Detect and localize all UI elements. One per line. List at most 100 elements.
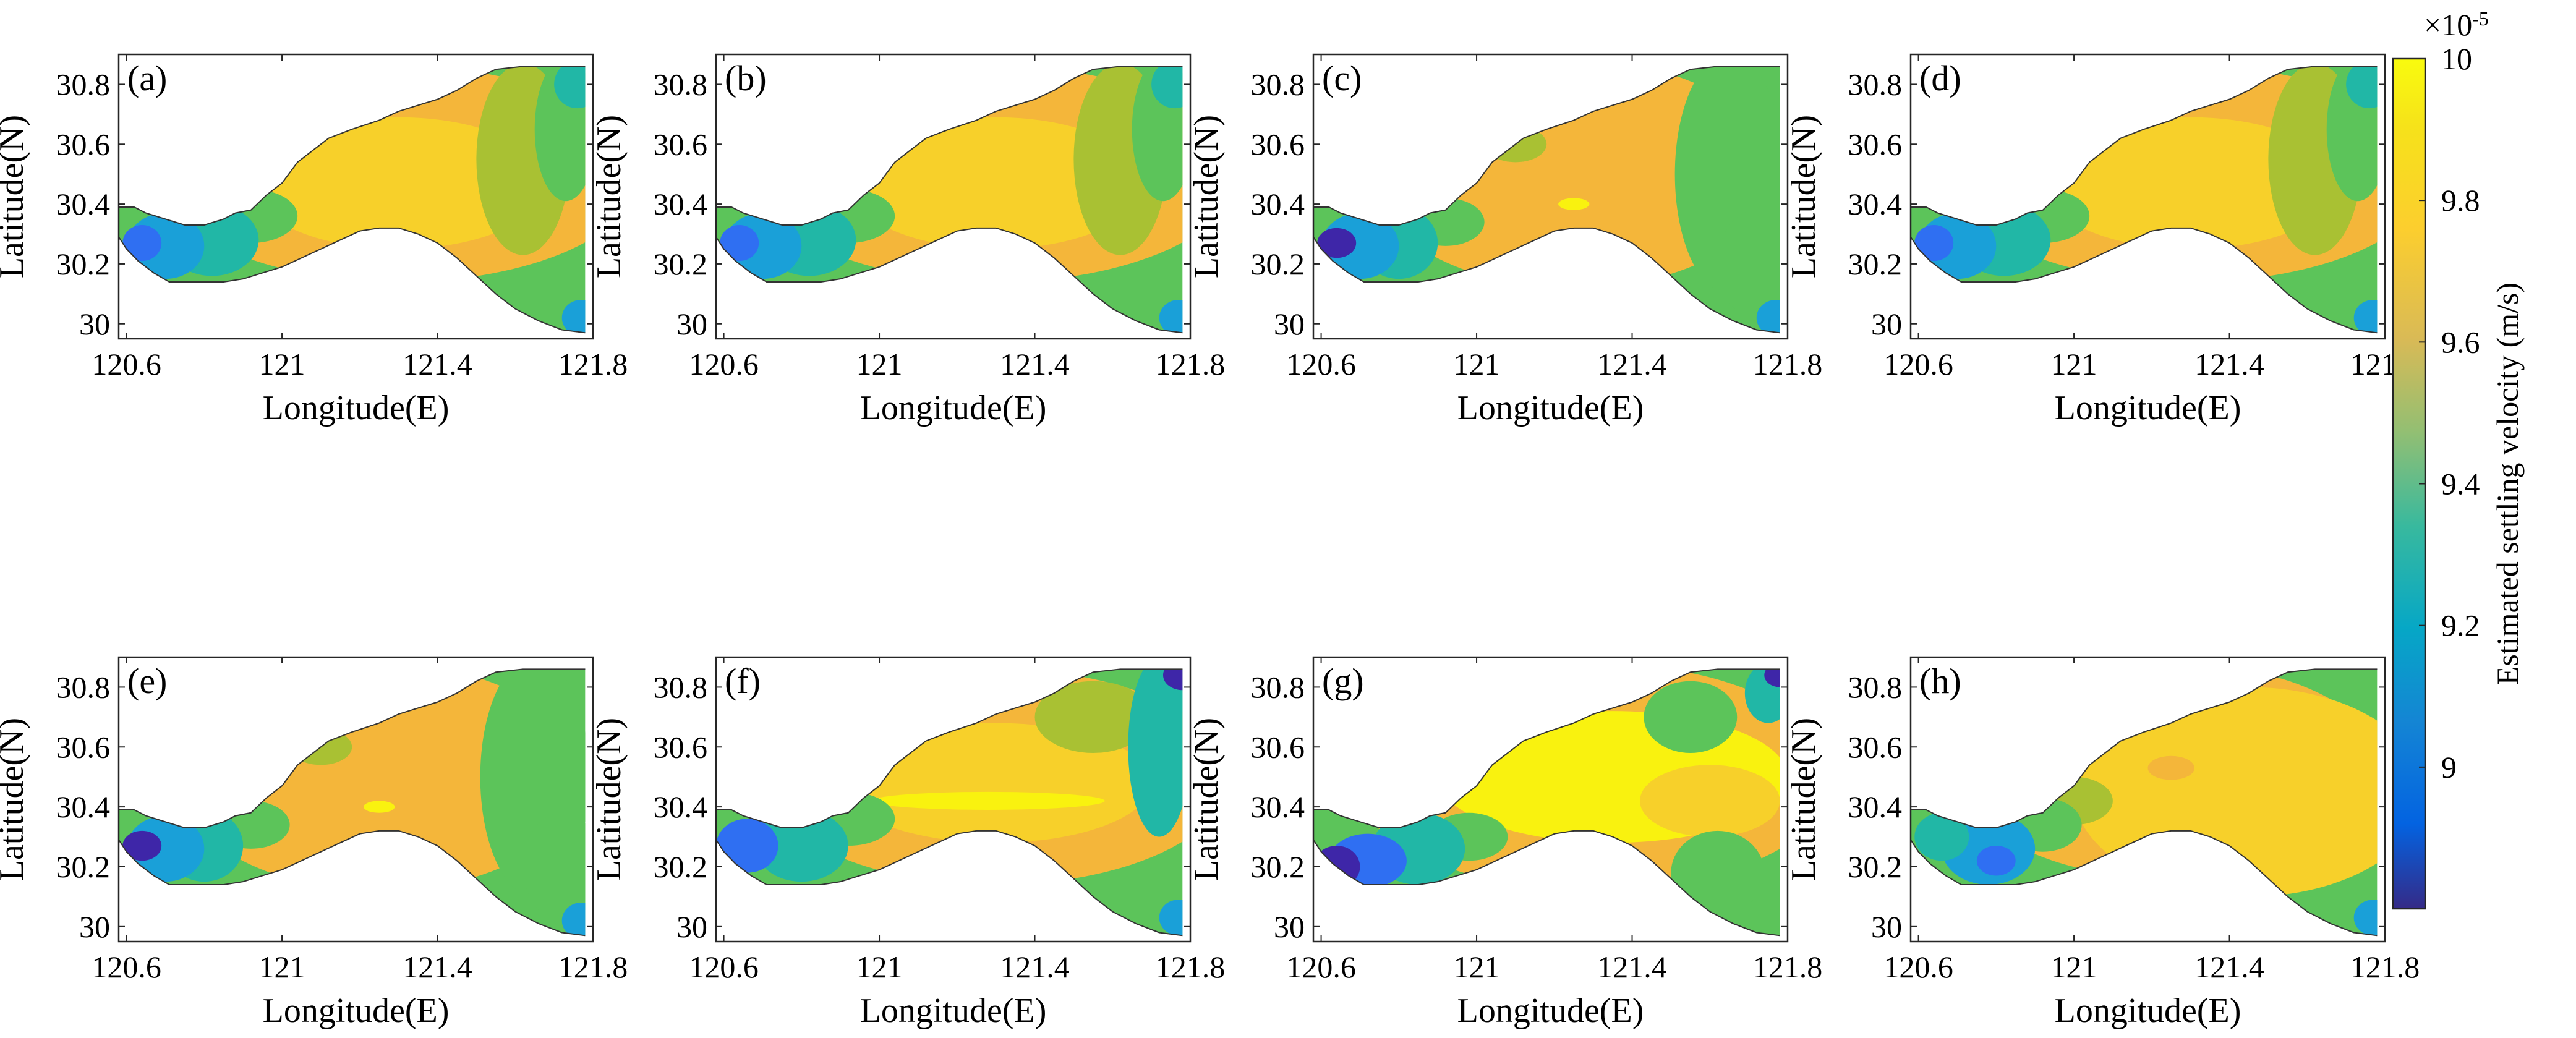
- y-tick-label: 30.6: [1848, 127, 1903, 161]
- x-axis-title: Longitude(E): [2055, 992, 2241, 1030]
- colorbar-exponent-power: -5: [2472, 7, 2489, 30]
- y-tick-label: 30.4: [56, 187, 111, 221]
- field-region: [1034, 681, 1152, 753]
- panel-h: 120.6 121 121.4 121.8 30 30.2 30.4 30.6 30.8 Long…: [1785, 656, 2420, 1030]
- axes-frame: [1312, 656, 1789, 943]
- x-tick-label: 120.6: [1883, 347, 1953, 381]
- y-tick-label: 30.8: [1251, 670, 1305, 704]
- coastline-south: [1313, 830, 1780, 937]
- panel-c: 120.6 121 121.4 121.8 30 30.2 30.4 30.6 30.8 Long…: [1187, 53, 1822, 427]
- colorbar-tick-label: 9.4: [2441, 467, 2480, 501]
- x-tick-label: 120.6: [689, 950, 759, 984]
- x-tick-label: 121.8: [558, 347, 628, 381]
- y-tick-label: 30: [1274, 909, 1305, 944]
- y-axis-title: Latitude(N): [1187, 115, 1226, 278]
- coastline-north: [119, 668, 586, 828]
- panel-label: (g): [1322, 661, 1364, 701]
- y-tick-label: 30.2: [654, 247, 708, 281]
- y-tick-label: 30: [676, 909, 707, 944]
- colorbar-tick-label: 9.2: [2441, 608, 2480, 643]
- field-region: [1764, 669, 1780, 687]
- y-tick-label: 30.6: [1848, 730, 1903, 764]
- field-region: [1159, 300, 1183, 333]
- panel-label: (e): [127, 661, 167, 701]
- field-region: [1151, 66, 1183, 109]
- coastline-north: [1911, 668, 2378, 828]
- field-region: [2147, 755, 2194, 780]
- coastline-south: [1910, 227, 2378, 334]
- field-region: [364, 801, 395, 813]
- field-region: [1744, 669, 1780, 723]
- settling-velocity-field: [119, 669, 586, 936]
- axes-frame: [1909, 656, 2386, 943]
- panel-a: 120.6 121 121.4 121.8 30 30.2 30.4 30.6 30.8 Long…: [0, 53, 628, 427]
- field-region: [848, 117, 1144, 249]
- coastline-north: [1313, 668, 1780, 828]
- y-tick-label: 30.8: [56, 670, 111, 704]
- x-tick-label: 120.6: [92, 347, 161, 381]
- y-tick-label: 30.8: [654, 670, 708, 704]
- panel-label: (a): [127, 58, 167, 98]
- y-tick-label: 30: [1871, 909, 1902, 944]
- field-region: [840, 723, 1152, 843]
- coastline-north: [1911, 66, 2378, 226]
- y-tick-label: 30.4: [1251, 187, 1305, 221]
- field-region: [1162, 669, 1183, 691]
- y-axis-title: Latitude(N): [590, 115, 628, 278]
- colorbar-tick-label: 9: [2441, 750, 2457, 785]
- x-axis-title: Longitude(E): [263, 389, 450, 427]
- y-tick-label: 30.8: [1251, 67, 1305, 101]
- x-tick-label: 121: [1454, 950, 1500, 984]
- x-axis-title: Longitude(E): [1457, 992, 1644, 1030]
- coastline-north: [716, 66, 1183, 226]
- colorbar-exponent-base: ×10: [2424, 7, 2472, 42]
- coastline-north: [1313, 66, 1780, 226]
- field-region: [1756, 300, 1780, 333]
- y-axis-title: Latitude(N): [1785, 718, 1823, 881]
- y-axis-title: Latitude(N): [590, 718, 628, 881]
- axes-frame: [117, 656, 594, 943]
- y-tick-label: 30.8: [654, 67, 708, 101]
- x-axis-title: Longitude(E): [860, 992, 1047, 1030]
- panel-d: 120.6 121 121.4 121.83030.230.430.630.8Long…: [1785, 53, 2420, 427]
- field-region: [2353, 900, 2378, 936]
- x-tick-label: 121: [2051, 950, 2097, 984]
- x-axis-title: Longitude(E): [263, 992, 450, 1030]
- field-region: [871, 791, 1105, 810]
- field-region: [1717, 210, 1780, 318]
- settling-velocity-field: [1313, 669, 1780, 936]
- panel-e: 120.6 121 121.4 121.8 30 30.2 30.4 30.6 30.8 Long…: [0, 656, 628, 1030]
- coastline-south: [715, 830, 1183, 937]
- field-region: [122, 225, 162, 262]
- y-tick-label: 30.2: [1251, 247, 1305, 281]
- y-tick-label: 30: [79, 909, 110, 944]
- panel-f: 120.6 121 121.4 121.8 30 30.2 30.4 30.6 30.8 Long…: [590, 656, 1225, 1030]
- settling-velocity-field: [1911, 669, 2378, 936]
- coastline-south: [1313, 227, 1780, 334]
- field-region: [2353, 300, 2378, 333]
- y-tick-label: 30.4: [56, 789, 111, 824]
- y-tick-label: 30.6: [1251, 730, 1305, 764]
- field-region: [1914, 812, 1969, 861]
- settling-velocity-field: [119, 66, 586, 333]
- x-tick-label: 120.6: [1286, 950, 1356, 984]
- field-region: [2042, 117, 2339, 249]
- y-tick-label: 30.8: [1848, 670, 1903, 704]
- colorbar: 9 9.2 9.4 9.6 9.8 10×10-5 Estimated settling v…: [2392, 7, 2525, 910]
- y-tick-label: 30.2: [1848, 849, 1903, 884]
- y-tick-label: 30.8: [1848, 67, 1903, 101]
- panel-b: 120.6 121 121.4 121.8 30 30.2 30.4 30.6 30.8 Long…: [590, 53, 1225, 427]
- colorbar-title: Estimated settling velocity (m/s): [2490, 283, 2525, 685]
- field-region: [1644, 681, 1738, 753]
- y-axis-title: Latitude(N): [0, 718, 31, 881]
- coastline-south: [118, 227, 586, 334]
- x-tick-label: 121: [259, 950, 305, 984]
- colorbar-tick-label: 10: [2441, 41, 2472, 76]
- x-tick-label: 121.4: [1000, 950, 1070, 984]
- y-tick-label: 30.8: [56, 67, 111, 101]
- x-tick-label: 121: [856, 950, 903, 984]
- x-tick-label: 121: [2051, 347, 2097, 381]
- x-tick-label: 121.4: [1597, 950, 1667, 984]
- field-region: [1976, 846, 2016, 876]
